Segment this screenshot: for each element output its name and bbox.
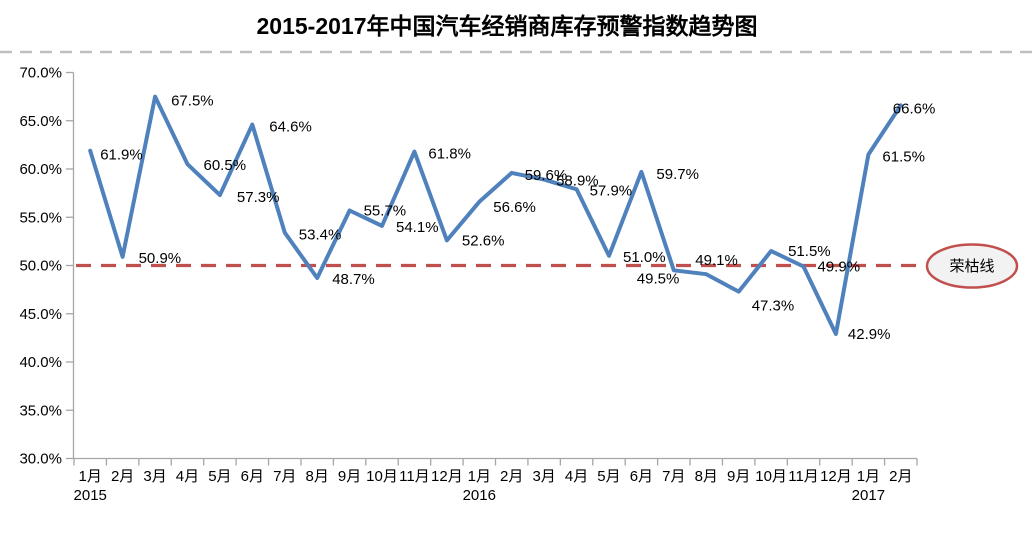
- x-tick-label: 2月: [889, 468, 912, 485]
- x-tick-label: 3月: [143, 468, 166, 485]
- y-tick-label: 30.0%: [19, 451, 62, 468]
- data-point-label: 57.3%: [237, 189, 280, 206]
- x-tick-label: 2月: [111, 468, 134, 485]
- data-point-label: 61.5%: [882, 149, 925, 166]
- data-point-label: 58.9%: [556, 173, 599, 190]
- year-label: 2015: [74, 487, 107, 504]
- x-tick-label: 3月: [532, 468, 555, 485]
- data-point-label: 49.1%: [695, 252, 738, 269]
- x-tick-label: 11月: [788, 468, 819, 485]
- data-point-label: 55.7%: [364, 203, 407, 220]
- x-tick-label: 10月: [755, 468, 787, 485]
- data-point-label: 64.6%: [269, 119, 312, 136]
- x-tick-label: 8月: [695, 468, 718, 485]
- data-point-label: 53.4%: [299, 227, 342, 244]
- x-tick-label: 4月: [565, 468, 588, 485]
- data-point-label: 59.7%: [656, 166, 699, 183]
- data-point-label: 52.6%: [462, 232, 505, 249]
- data-point-label: 57.9%: [590, 182, 633, 199]
- y-tick-label: 35.0%: [19, 402, 62, 419]
- x-tick-label: 1月: [79, 468, 102, 485]
- data-point-label: 61.8%: [428, 146, 471, 163]
- y-tick-label: 55.0%: [19, 209, 62, 226]
- data-point-label: 50.9%: [139, 250, 182, 267]
- data-point-label: 59.6%: [525, 167, 568, 184]
- x-tick-label: 7月: [273, 468, 296, 485]
- x-tick-label: 12月: [431, 468, 463, 485]
- data-point-label: 61.9%: [100, 147, 143, 164]
- x-tick-label: 2月: [500, 468, 523, 485]
- data-point-label: 67.5%: [171, 93, 214, 110]
- series-line: [88, 94, 903, 336]
- badge-ellipse: [925, 243, 1019, 289]
- data-labels: 61.9% 50.9% 67.5% 60.5% 57.3% 64.6% 53.4% 48.7%…: [100, 93, 935, 343]
- data-point-label: 66.6%: [893, 100, 936, 117]
- x-tick-label: 6月: [630, 468, 653, 485]
- x-tick-label: 5月: [208, 468, 231, 485]
- x-tick-label: 10月: [366, 468, 398, 485]
- data-point-label: 60.5%: [204, 157, 247, 174]
- x-tick-label: 1月: [857, 468, 880, 485]
- x-tick-label: 1月: [468, 468, 491, 485]
- y-tick-label: 45.0%: [19, 306, 62, 323]
- chart-title: 2015-2017年中国汽车经销商库存预警指数趋势图: [257, 13, 758, 39]
- data-point-label: 49.9%: [818, 259, 861, 276]
- data-point-label: 48.7%: [332, 271, 375, 288]
- x-tick-label: 6月: [241, 468, 264, 485]
- year-label: 2016: [463, 487, 496, 504]
- x-tick-label: 7月: [662, 468, 685, 485]
- index-trend-polyline: [88, 94, 903, 336]
- data-point-label: 47.3%: [752, 298, 795, 315]
- data-point-label: 56.6%: [493, 199, 536, 216]
- reference-line-badge: 荣枯线: [925, 243, 1019, 289]
- x-tick-label: 9月: [338, 468, 361, 485]
- data-point-label: 49.5%: [637, 270, 680, 287]
- x-tick-label: 12月: [820, 468, 852, 485]
- x-tick-label: 11月: [399, 468, 430, 485]
- y-tick-label: 60.0%: [19, 161, 62, 178]
- year-label: 2017: [852, 487, 885, 504]
- x-tick-label: 5月: [597, 468, 620, 485]
- reference-line-label: 荣枯线: [949, 258, 994, 275]
- x-tick-label: 9月: [727, 468, 750, 485]
- y-tick-label: 50.0%: [19, 258, 62, 275]
- data-point-label: 42.9%: [848, 326, 891, 343]
- y-tick-label: 40.0%: [19, 354, 62, 371]
- data-point-label: 51.0%: [623, 249, 666, 266]
- x-tick-label: 8月: [306, 468, 329, 485]
- y-tick-label: 70.0%: [19, 65, 62, 82]
- x-tick-label: 4月: [176, 468, 199, 485]
- data-point-label: 51.5%: [788, 243, 831, 260]
- y-tick-label: 65.0%: [19, 113, 62, 130]
- axes: 70.0% 65.0% 60.0% 55.0% 50.0% 45.0% 40.0% 35.0%…: [19, 65, 918, 504]
- data-point-label: 54.1%: [396, 219, 439, 236]
